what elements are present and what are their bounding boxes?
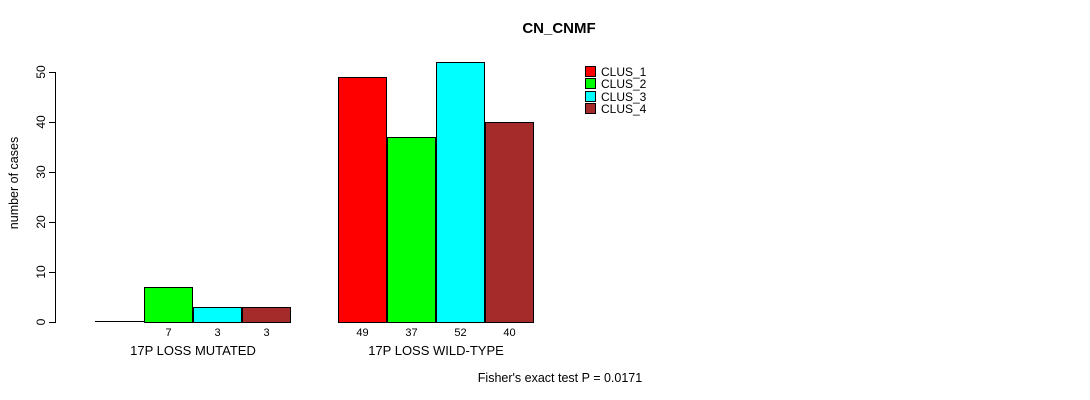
y-tick-mark: [49, 171, 56, 173]
legend-label: CLUS_3: [601, 89, 647, 104]
bar-value-label: 40: [503, 327, 516, 339]
bar: [485, 122, 534, 323]
y-tick-mark: [49, 321, 56, 323]
y-tick-label: 30: [34, 165, 48, 179]
y-tick-label: 50: [34, 65, 48, 79]
y-tick-mark: [49, 271, 56, 273]
y-axis-line: [55, 72, 56, 323]
y-tick-label: 0: [34, 318, 48, 326]
bar: [242, 307, 291, 323]
legend-swatch: [585, 103, 596, 115]
y-tick-label: 40: [34, 115, 48, 129]
y-tick-label: 20: [34, 215, 48, 229]
bar-value-label: 3: [263, 327, 270, 339]
y-tick-mark: [49, 71, 56, 73]
legend-label: CLUS_2: [601, 77, 647, 92]
legend-label: CLUS_4: [601, 102, 647, 117]
legend-label: CLUS_1: [601, 65, 647, 79]
bar-value-label: 52: [454, 327, 467, 339]
chart-title: CN_CNMF: [522, 20, 596, 37]
bar-zero: [95, 321, 144, 322]
bar: [144, 287, 193, 323]
bar: [193, 307, 242, 323]
y-tick-mark: [49, 121, 56, 123]
bar-value-label: 49: [356, 327, 369, 339]
legend-swatch: [585, 78, 596, 90]
footer-annotation: Fisher's exact test P = 0.0171: [477, 371, 643, 385]
y-tick-label: 10: [34, 265, 48, 279]
category-label: 17P LOSS MUTATED: [130, 343, 256, 358]
category-label: 17P LOSS WILD-TYPE: [368, 343, 504, 358]
legend-swatch: [585, 66, 596, 77]
bar: [436, 62, 485, 323]
y-tick-mark: [49, 221, 56, 223]
legend-swatch: [585, 90, 596, 102]
y-axis-label: number of cases: [7, 136, 21, 230]
bar-value-label: 7: [165, 327, 172, 339]
bar: [338, 77, 387, 323]
bar: [387, 137, 436, 323]
bar-value-label: 3: [214, 327, 221, 339]
bar-value-label: 37: [405, 327, 418, 339]
